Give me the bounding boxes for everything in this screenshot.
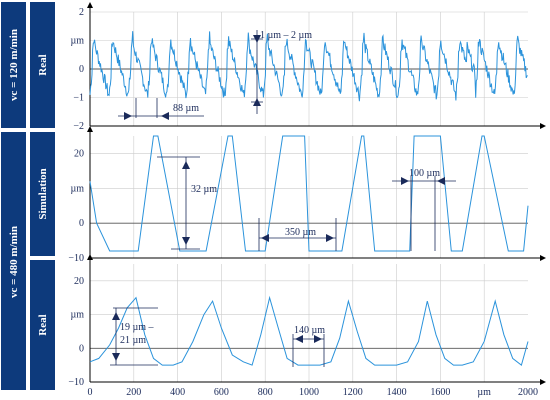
annotation-peak-height-real-2: 21 µm	[120, 335, 146, 346]
x-axis-arrow	[540, 123, 546, 129]
y-axis-arrow	[87, 126, 93, 132]
row-label-3: Real	[37, 314, 49, 335]
y-tick-label: 20	[74, 148, 84, 159]
y-tick-label: µm	[70, 36, 84, 47]
annotations-chart-2: 32 µm 350 µm 100 µm	[157, 156, 456, 251]
chart-real-120: 2 µm 0 −1 −2	[70, 2, 546, 132]
speed-label-top: vc = 120 m/min	[8, 29, 20, 101]
y-tick-label: 20	[74, 276, 84, 287]
x-tick-label: 800	[258, 387, 273, 398]
chart-simulation-480: 20 µm 0 −10	[68, 126, 546, 264]
annotations-chart-3: 19 µm – 21 µm 140 µm	[110, 307, 325, 367]
x-axis-arrow	[540, 255, 546, 261]
annotation-period-real: 140 µm	[294, 325, 325, 336]
chart-real-480: 20 µm 0 −10 0 200 400 600 800 1000 1200 1400 1600 µm 2…	[68, 254, 546, 398]
series-line	[89, 295, 529, 366]
y-tick-label: µm	[70, 310, 84, 321]
x-tick-label: 600	[214, 387, 229, 398]
x-tick-label: 400	[170, 387, 185, 398]
annotation-gap-width: 350 µm	[285, 227, 316, 238]
speed-label-bottom-panel	[1, 132, 26, 390]
x-tick-label: 1400	[387, 387, 407, 398]
y-tick-label: 2	[79, 7, 84, 18]
y-tick-label: 0	[79, 343, 84, 354]
x-tick-label: 200	[126, 387, 141, 398]
speed-label-top-panel	[1, 2, 26, 128]
annotation-peak-height-real-1: 19 µm –	[120, 322, 155, 333]
y-tick-label: µm	[70, 183, 84, 194]
x-tick-label: 2000	[518, 387, 538, 398]
row-label-2-panel	[30, 132, 55, 256]
series-line	[89, 135, 529, 252]
row-label-1-panel	[30, 2, 55, 128]
y-tick-label: −1	[73, 93, 84, 104]
speed-label-bottom: vc = 480 m/min	[8, 226, 20, 298]
annotation-period-simulation: 100 µm	[409, 168, 440, 179]
x-tick-label: 1600	[430, 387, 450, 398]
annotation-period-top: 88 µm	[173, 103, 199, 114]
row-label-2: Simulation	[37, 168, 49, 219]
y-tick-label: −10	[68, 253, 84, 264]
row-label-3-panel	[30, 260, 55, 390]
row-label-1: Real	[37, 54, 49, 75]
annotation-height-range: 1 µm – 2 µm	[260, 30, 312, 41]
x-axis-arrow	[540, 379, 546, 385]
y-axis-arrow	[87, 254, 93, 260]
annotations-chart-1: 1 µm – 2 µm 88 µm	[118, 30, 312, 120]
y-axis-arrow	[87, 2, 93, 8]
x-tick-label: µm	[477, 387, 491, 398]
x-tick-label: 1200	[343, 387, 363, 398]
y-tick-label: −10	[68, 377, 84, 388]
y-tick-label: −2	[73, 121, 84, 132]
series-line	[89, 31, 528, 102]
x-tick-label: 0	[88, 387, 93, 398]
y-tick-label: 0	[79, 64, 84, 75]
x-tick-label: 1000	[299, 387, 319, 398]
annotation-peak-height: 32 µm	[191, 184, 217, 195]
y-tick-label: 0	[79, 218, 84, 229]
